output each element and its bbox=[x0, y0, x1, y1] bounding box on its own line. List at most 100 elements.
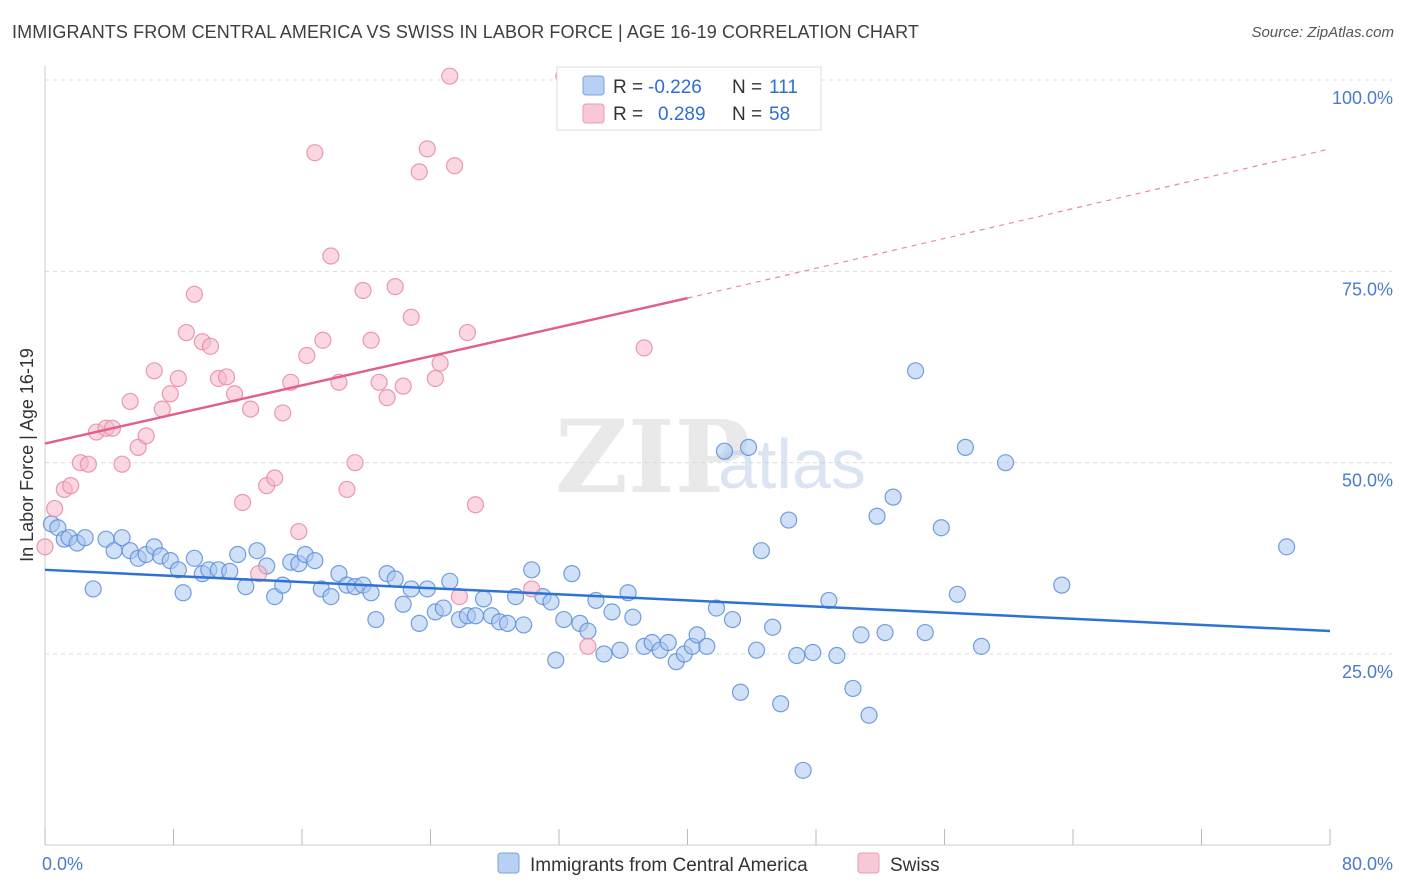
legend-swatch-pink bbox=[582, 103, 605, 124]
x-tick-label-max: 80.0% bbox=[1342, 854, 1393, 874]
data-point-central-america bbox=[274, 576, 292, 594]
series-central-america bbox=[42, 362, 1296, 779]
data-point-central-america bbox=[611, 641, 629, 659]
data-point-central-america bbox=[715, 442, 734, 460]
legend-n-value-1: 111 bbox=[769, 77, 798, 98]
data-point-swiss bbox=[79, 455, 97, 473]
watermark-zip: ZIP bbox=[555, 398, 750, 516]
trend-line-central-america bbox=[44, 568, 1331, 633]
data-point-swiss bbox=[242, 400, 260, 418]
watermark-atlas: atlas bbox=[718, 425, 866, 503]
data-point-swiss bbox=[274, 404, 292, 422]
data-point-central-america bbox=[547, 651, 565, 669]
data-point-central-america bbox=[739, 438, 758, 456]
data-point-swiss bbox=[394, 377, 412, 395]
data-point-swiss bbox=[306, 144, 324, 162]
data-point-central-america bbox=[844, 679, 862, 698]
data-point-central-america bbox=[237, 578, 255, 596]
legend-r-value-1: -0.226 bbox=[648, 77, 702, 98]
data-point-central-america bbox=[174, 584, 192, 602]
data-point-central-america bbox=[688, 626, 706, 644]
data-point-central-america bbox=[948, 585, 966, 603]
data-point-central-america bbox=[624, 608, 642, 626]
data-point-swiss bbox=[338, 480, 356, 499]
data-point-central-america bbox=[394, 595, 412, 613]
data-point-swiss bbox=[121, 392, 139, 411]
data-point-central-america bbox=[563, 565, 581, 583]
data-point-swiss bbox=[185, 285, 203, 303]
legend-r-label-1: R = bbox=[613, 77, 643, 98]
data-point-swiss bbox=[523, 580, 541, 598]
data-point-central-america bbox=[860, 706, 878, 724]
data-point-central-america bbox=[362, 584, 380, 602]
y-tick-label: 25.0% bbox=[1342, 662, 1393, 682]
data-point-swiss bbox=[169, 369, 187, 388]
x-tick-label-min: 0.0% bbox=[42, 854, 83, 874]
data-point-central-america bbox=[659, 633, 677, 652]
data-point-central-america bbox=[707, 599, 726, 617]
data-point-swiss bbox=[217, 368, 236, 386]
bottom-legend-label-blue: Immigrants from Central America bbox=[530, 855, 808, 876]
data-point-swiss bbox=[266, 469, 284, 487]
trend-lines bbox=[44, 148, 1331, 633]
data-point-swiss bbox=[250, 565, 268, 583]
data-point-swiss bbox=[441, 67, 459, 85]
bottom-legend-swatch-blue bbox=[497, 852, 520, 874]
data-point-central-america bbox=[876, 623, 894, 642]
data-point-central-america bbox=[906, 362, 925, 380]
data-point-central-america bbox=[772, 695, 790, 713]
data-point-central-america bbox=[169, 561, 187, 579]
data-point-central-america bbox=[466, 607, 485, 625]
data-point-central-america bbox=[723, 610, 742, 629]
data-point-central-america bbox=[386, 570, 404, 588]
data-point-swiss bbox=[418, 140, 436, 158]
legend-swatch-blue bbox=[582, 75, 605, 96]
data-point-swiss bbox=[290, 522, 308, 541]
data-point-swiss bbox=[346, 454, 364, 472]
data-point-central-america bbox=[76, 529, 94, 547]
data-point-central-america bbox=[1278, 538, 1296, 556]
data-point-central-america bbox=[731, 683, 750, 701]
data-point-central-america bbox=[828, 646, 846, 665]
data-point-central-america bbox=[868, 507, 886, 525]
data-point-swiss bbox=[579, 637, 597, 655]
axes bbox=[44, 66, 1331, 846]
data-point-swiss bbox=[322, 247, 340, 265]
data-point-swiss bbox=[635, 339, 653, 357]
legend-n-label-1: N = bbox=[732, 77, 762, 98]
data-point-central-america bbox=[555, 610, 573, 629]
y-axis-label: In Labor Force | Age 16-19 bbox=[17, 348, 37, 562]
source-label: Source: ZipAtlas.com bbox=[1251, 24, 1394, 41]
data-point-central-america bbox=[698, 637, 716, 655]
y-tick-label: 75.0% bbox=[1342, 279, 1393, 299]
data-point-central-america bbox=[306, 552, 324, 570]
data-point-central-america bbox=[932, 519, 950, 537]
data-point-swiss bbox=[137, 427, 155, 445]
data-point-swiss bbox=[62, 477, 80, 495]
data-point-central-america bbox=[752, 542, 770, 560]
data-point-central-america bbox=[603, 603, 621, 621]
data-point-central-america bbox=[248, 542, 266, 560]
data-point-central-america bbox=[474, 590, 493, 608]
data-point-central-america bbox=[764, 618, 782, 636]
trend-line-swiss bbox=[44, 296, 688, 445]
data-point-swiss bbox=[201, 337, 220, 355]
data-point-swiss bbox=[410, 163, 428, 181]
data-point-central-america bbox=[542, 593, 560, 611]
data-point-central-america bbox=[523, 561, 541, 579]
data-point-central-america bbox=[441, 572, 459, 590]
grid-lines bbox=[45, 79, 1392, 655]
data-point-central-america bbox=[434, 599, 452, 617]
data-point-central-america bbox=[229, 545, 247, 564]
data-point-swiss bbox=[46, 499, 64, 518]
data-point-swiss bbox=[233, 493, 252, 512]
data-point-swiss bbox=[113, 455, 131, 473]
data-point-central-america bbox=[747, 641, 766, 659]
data-point-swiss bbox=[354, 281, 372, 300]
data-point-central-america bbox=[788, 646, 806, 665]
data-point-swiss bbox=[370, 373, 388, 391]
data-point-central-america bbox=[804, 643, 822, 662]
data-point-swiss bbox=[298, 346, 316, 365]
data-point-swiss bbox=[362, 331, 380, 349]
